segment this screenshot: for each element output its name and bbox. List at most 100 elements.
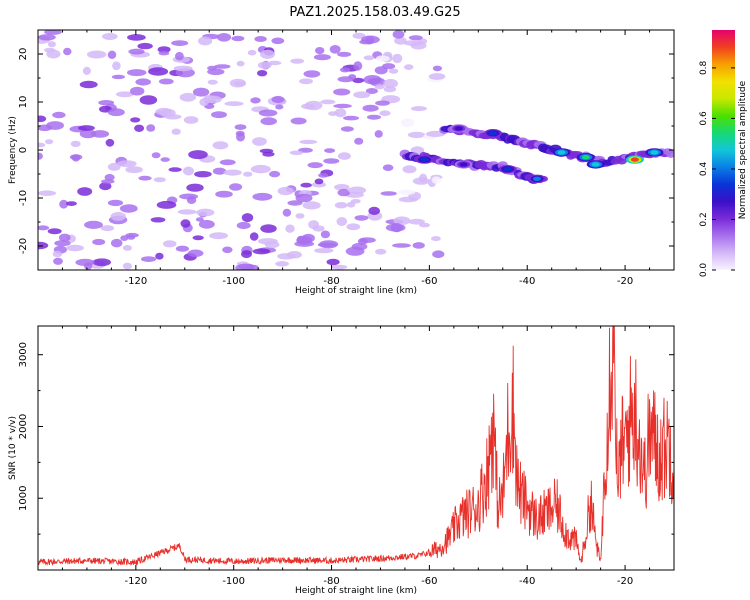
heatmap-xtick-label: -20 bbox=[617, 276, 633, 287]
heatmap-blob bbox=[110, 211, 126, 221]
heatmap-ytick-label: 20 bbox=[18, 48, 29, 61]
heatmap-blob bbox=[119, 204, 138, 213]
heatmap-blob bbox=[168, 167, 182, 172]
snr-series-line bbox=[38, 326, 674, 567]
heatmap-blob bbox=[54, 240, 71, 247]
heatmap-track-blob bbox=[666, 149, 674, 158]
heatmap-blob bbox=[333, 88, 351, 96]
snr-panel: -120 -100 -80 -60 -40 -20 1000 2000 3000 Height … bbox=[8, 325, 675, 596]
heatmap-blob bbox=[392, 30, 405, 39]
heatmap-blob bbox=[337, 76, 355, 83]
heatmap-blob bbox=[44, 47, 56, 53]
heatmap-blob bbox=[260, 224, 277, 233]
heatmap-blob bbox=[308, 220, 319, 230]
heatmap-blob bbox=[59, 199, 69, 209]
heatmap-ytick-label: -10 bbox=[18, 190, 29, 206]
heatmap-blob bbox=[215, 190, 233, 198]
snr-xtick-label: -120 bbox=[124, 576, 147, 587]
heatmap-blob bbox=[329, 45, 341, 54]
heatmap-blob bbox=[241, 250, 252, 259]
heatmap-blob bbox=[175, 51, 184, 61]
heatmap-blob bbox=[138, 175, 152, 181]
heatmap-blob bbox=[107, 162, 121, 171]
heatmap-layer bbox=[38, 30, 674, 270]
snr-layer bbox=[38, 326, 674, 567]
heatmap-xtick-label: -80 bbox=[323, 276, 339, 287]
heatmap-blob bbox=[58, 233, 71, 242]
heatmap-blob bbox=[183, 116, 199, 124]
heatmap-blob bbox=[250, 164, 271, 174]
snr-xtick-label: -20 bbox=[617, 576, 633, 587]
colorbar-tick-label: 0.4 bbox=[699, 162, 709, 177]
heatmap-blob bbox=[375, 55, 390, 62]
heatmap-blob bbox=[402, 165, 417, 174]
heatmap-blob bbox=[199, 98, 209, 106]
heatmap-blob bbox=[367, 114, 381, 120]
heatmap-blob bbox=[66, 244, 84, 252]
heatmap-blob bbox=[180, 219, 191, 228]
heatmap-blob bbox=[211, 111, 227, 119]
heatmap-blob bbox=[382, 164, 394, 171]
heatmap-blob bbox=[336, 217, 348, 226]
heatmap-blob bbox=[363, 55, 375, 61]
snr-xlabel: Height of straight line (km) bbox=[295, 586, 417, 596]
heatmap-blob bbox=[324, 148, 336, 154]
heatmap-ytick-label: 10 bbox=[18, 96, 29, 109]
heatmap-blob bbox=[320, 230, 330, 239]
heatmap-blob bbox=[38, 241, 49, 250]
heatmap-blob bbox=[383, 78, 398, 89]
heatmap-blob bbox=[87, 50, 107, 59]
heatmap-blob bbox=[299, 78, 313, 85]
heatmap-blob bbox=[212, 167, 227, 175]
heatmap-blob bbox=[365, 88, 378, 94]
snr-frame bbox=[37, 325, 675, 571]
heatmap-blob bbox=[350, 199, 361, 204]
heatmap-blob bbox=[419, 173, 428, 183]
heatmap-blob bbox=[400, 118, 415, 128]
heatmap-blob bbox=[38, 225, 50, 231]
heatmap-blob bbox=[299, 139, 318, 145]
heatmap-blob bbox=[337, 51, 352, 57]
heatmap-blob bbox=[403, 40, 423, 46]
snr-ylabel: SNR (10 * v/v) bbox=[8, 416, 18, 480]
heatmap-blob bbox=[204, 95, 222, 104]
heatmap-blob bbox=[352, 77, 365, 84]
heatmap-blob bbox=[66, 201, 77, 207]
heatmap-blob bbox=[249, 232, 259, 241]
heatmap-blob bbox=[290, 58, 305, 64]
heatmap-blob bbox=[287, 251, 302, 259]
heatmap-blob bbox=[368, 206, 381, 215]
heatmap-blob bbox=[264, 241, 280, 249]
heatmap-blob bbox=[311, 181, 326, 188]
heatmap-blob bbox=[258, 109, 278, 117]
snr-axes: -120 -100 -80 -60 -40 -20 1000 2000 3000 bbox=[18, 326, 675, 587]
colorbar-gradient bbox=[712, 30, 735, 270]
snr-ytick-label: 2000 bbox=[18, 414, 29, 439]
heatmap-blob bbox=[252, 192, 273, 201]
heatmap-blob bbox=[287, 200, 303, 206]
heatmap-blob bbox=[104, 174, 115, 181]
heatmap-blob bbox=[130, 117, 141, 123]
heatmap-blob bbox=[179, 92, 197, 102]
heatmap-blob bbox=[216, 33, 232, 42]
heatmap-blob bbox=[186, 183, 204, 192]
heatmap-blob bbox=[236, 221, 251, 230]
heatmap-blob bbox=[379, 110, 391, 116]
heatmap-peak bbox=[591, 162, 600, 167]
heatmap-blob bbox=[171, 128, 181, 135]
heatmap-blob bbox=[115, 91, 134, 98]
heatmap-blob bbox=[431, 236, 441, 242]
heatmap-blob bbox=[236, 60, 245, 67]
heatmap-blob bbox=[408, 218, 425, 225]
heatmap-blob bbox=[38, 190, 56, 196]
heatmap-blob bbox=[388, 68, 399, 74]
heatmap-blob bbox=[214, 64, 231, 69]
heatmap-blob bbox=[357, 238, 368, 245]
heatmap-blob bbox=[345, 246, 365, 256]
heatmap-blob bbox=[45, 139, 54, 145]
heatmap-blob bbox=[192, 235, 204, 241]
heatmap-blob bbox=[84, 220, 103, 229]
snr-xtick-label: -100 bbox=[222, 576, 245, 587]
heatmap-xtick-label: -40 bbox=[519, 276, 535, 287]
